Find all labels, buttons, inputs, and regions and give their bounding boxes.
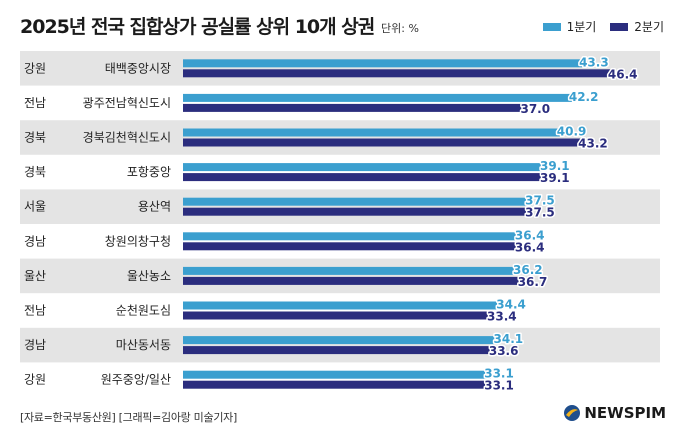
- region-label: 경북: [24, 165, 46, 179]
- bar-q1: [183, 163, 547, 172]
- area-label: 광주전남혁신도시: [83, 96, 171, 110]
- legend-item-second: 2분기: [610, 18, 664, 35]
- source-credit: [자료=한국부동산원] [그래픽=김아랑 미술기자]: [20, 411, 237, 424]
- logo-text: NEWSPIM: [584, 404, 666, 422]
- value-label-q2: 46.4: [608, 67, 638, 81]
- value-label-q2: 43.2: [578, 137, 608, 151]
- region-label: 강원: [24, 373, 46, 387]
- bar-q2: [183, 311, 494, 320]
- legend-item-first: 1분기: [542, 18, 597, 35]
- bar-q1: [183, 59, 586, 68]
- value-label-q1: 34.1: [494, 332, 524, 346]
- chart-title: 2025년 전국 집합상가 공실률 상위 10개 상권: [20, 16, 375, 38]
- bar-q2: [183, 380, 491, 389]
- value-label-q2: 39.1: [540, 171, 570, 185]
- bar-q2: [183, 69, 615, 78]
- value-label-q2: 33.1: [484, 379, 514, 393]
- region-label: 강원: [24, 61, 46, 75]
- legend-swatch-first: [542, 22, 561, 31]
- value-label-q1: 40.9: [557, 125, 587, 139]
- bar-q2: [183, 242, 522, 251]
- value-label-q1: 37.5: [525, 194, 555, 208]
- area-label: 순천원도심: [116, 303, 171, 318]
- region-label: 서울: [24, 200, 46, 214]
- area-label: 태백중앙시장: [105, 61, 171, 75]
- region-label: 전남: [24, 96, 46, 110]
- bar-q2: [183, 173, 547, 182]
- value-label-q1: 36.4: [515, 228, 545, 242]
- area-label: 포항중앙: [127, 165, 171, 179]
- legend: 1분기 2분기: [529, 18, 664, 35]
- unit-label: 단위: %: [381, 22, 419, 35]
- bar-q1: [183, 370, 491, 379]
- newspim-logo-icon: [564, 405, 581, 421]
- bar-q1: [183, 197, 532, 206]
- value-label-q1: 36.2: [513, 263, 543, 277]
- bar-q2: [183, 346, 496, 355]
- legend-label-second: 2분기: [634, 20, 664, 34]
- row-background: [20, 189, 660, 224]
- row-background: [20, 258, 660, 294]
- bar-q1: [183, 301, 503, 310]
- legend-swatch-second: [610, 22, 629, 31]
- bar-q1: [183, 128, 564, 137]
- area-label: 창원의창구청: [105, 234, 171, 248]
- newspim-logo: NEWSPIM: [563, 404, 666, 422]
- value-label-q2: 37.5: [525, 206, 555, 220]
- value-label-q2: 36.4: [515, 240, 545, 254]
- row-background: [20, 120, 660, 155]
- value-label-q1: 39.1: [540, 159, 570, 173]
- legend-label-first: 1분기: [566, 20, 597, 34]
- area-label: 마산동서동: [116, 338, 171, 352]
- bar-q1: [183, 232, 522, 241]
- chart-header: 2025년 전국 집합상가 공실률 상위 10개 상권 단위: % 1분기 2분…: [20, 12, 670, 42]
- area-label: 경북김천혁신도시: [83, 130, 171, 145]
- area-label: 용산역: [138, 200, 171, 214]
- value-label-q1: 43.3: [579, 55, 609, 69]
- value-label-q1: 42.2: [569, 90, 599, 104]
- bar-q1: [183, 336, 501, 345]
- bar-q2: [183, 138, 585, 147]
- region-label: 경남: [24, 338, 46, 352]
- area-label: 울산농소: [127, 269, 171, 283]
- row-background: [20, 51, 660, 86]
- bar-q2: [183, 207, 532, 216]
- bar-q2: [183, 103, 528, 112]
- row-background: [20, 327, 660, 363]
- value-label-q2: 37.0: [520, 102, 550, 116]
- bar-q2: [183, 276, 525, 285]
- bar-q1: [183, 266, 520, 275]
- area-label: 원주중앙/일산: [101, 373, 171, 387]
- value-label-q1: 33.1: [484, 367, 514, 381]
- value-label-q1: 34.4: [496, 298, 526, 312]
- value-label-q2: 33.4: [487, 310, 517, 324]
- region-label: 전남: [24, 304, 46, 318]
- region-label: 울산: [24, 269, 46, 283]
- region-label: 경북: [24, 131, 46, 145]
- value-label-q2: 36.7: [518, 275, 548, 289]
- region-label: 경남: [24, 234, 46, 248]
- value-label-q2: 33.6: [489, 344, 519, 358]
- bar-q1: [183, 93, 576, 102]
